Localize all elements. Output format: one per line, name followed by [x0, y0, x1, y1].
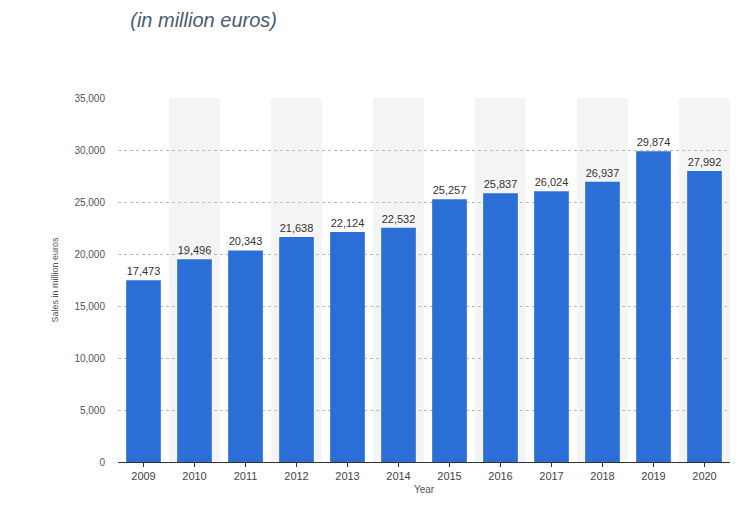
svg-text:27,992: 27,992	[688, 156, 722, 168]
svg-text:21,638: 21,638	[280, 222, 314, 234]
svg-text:29,874: 29,874	[637, 136, 671, 148]
svg-text:2016: 2016	[488, 470, 512, 482]
svg-text:2015: 2015	[437, 470, 461, 482]
svg-text:25,257: 25,257	[433, 184, 467, 196]
svg-text:2012: 2012	[284, 470, 308, 482]
svg-text:2014: 2014	[386, 470, 410, 482]
svg-text:30,000: 30,000	[74, 145, 105, 156]
svg-text:5,000: 5,000	[80, 405, 105, 416]
svg-text:2017: 2017	[539, 470, 563, 482]
svg-text:22,124: 22,124	[331, 217, 365, 229]
svg-text:17,473: 17,473	[127, 265, 161, 277]
svg-text:2018: 2018	[590, 470, 614, 482]
svg-text:25,000: 25,000	[74, 197, 105, 208]
svg-text:Sales in million euros: Sales in million euros	[50, 237, 60, 323]
svg-text:15,000: 15,000	[74, 301, 105, 312]
svg-text:2020: 2020	[692, 470, 716, 482]
svg-text:19,496: 19,496	[178, 244, 212, 256]
svg-text:35,000: 35,000	[74, 93, 105, 104]
svg-text:20,000: 20,000	[74, 249, 105, 260]
svg-text:0: 0	[99, 457, 105, 468]
svg-text:2019: 2019	[641, 470, 665, 482]
svg-text:Year: Year	[414, 484, 435, 495]
svg-text:2009: 2009	[131, 470, 155, 482]
svg-text:25,837: 25,837	[484, 178, 518, 190]
svg-text:2011: 2011	[234, 470, 258, 482]
svg-text:2010: 2010	[182, 470, 206, 482]
svg-text:2013: 2013	[335, 470, 359, 482]
svg-text:26,937: 26,937	[586, 167, 620, 179]
svg-text:10,000: 10,000	[74, 353, 105, 364]
svg-text:26,024: 26,024	[535, 176, 569, 188]
svg-text:22,532: 22,532	[382, 213, 416, 225]
svg-text:20,343: 20,343	[229, 235, 263, 247]
svg-text:(in million euros): (in million euros)	[130, 9, 277, 31]
